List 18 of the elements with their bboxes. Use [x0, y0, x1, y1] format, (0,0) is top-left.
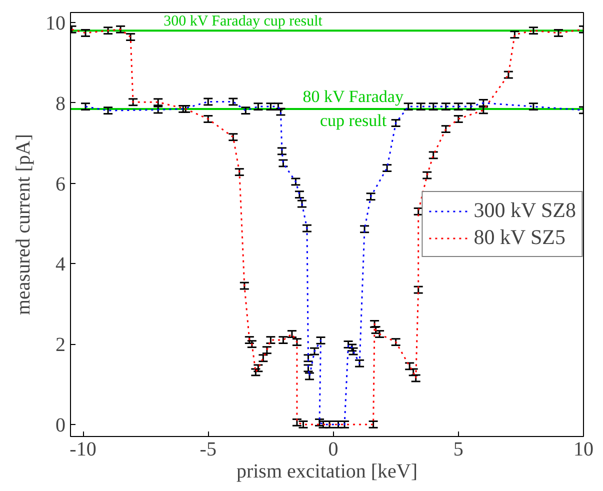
y-tick-label: 6 [56, 173, 66, 196]
y-tick-label: 8 [56, 92, 66, 115]
x-tick-label: 0 [328, 438, 338, 460]
line-series [71, 28, 584, 426]
x-tick-label: -5 [200, 438, 216, 460]
x-tick-label: -10 [70, 438, 96, 460]
legend-label: 300 kV SZ8 [474, 198, 576, 223]
x-axis-title: prism excitation [keV] [236, 460, 418, 482]
y-tick-label: 0 [56, 414, 66, 436]
ref-line-label: 80 kV Faraday cup result [302, 86, 404, 130]
y-tick-label: 4 [56, 254, 66, 276]
x-tick-label: 10 [574, 438, 594, 460]
y-tick-label: 2 [56, 334, 66, 356]
legend-label: 80 kV SZ5 [474, 225, 566, 250]
x-tick-label: 5 [453, 438, 464, 460]
y-tick-label: 10 [46, 12, 66, 35]
ref-line-label: 300 kV Faraday cup result [164, 14, 324, 30]
y-axis-title: measured current [pA] [12, 134, 34, 316]
